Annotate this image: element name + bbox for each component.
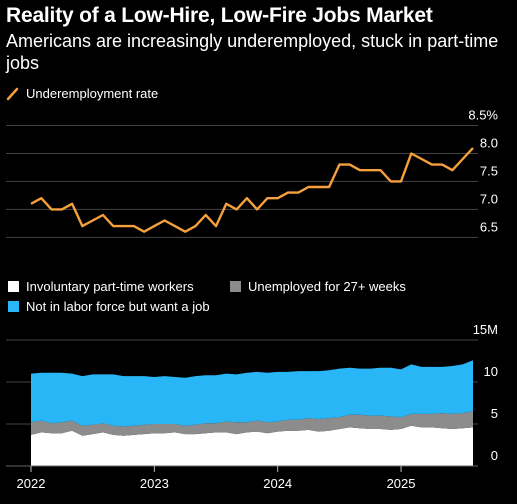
x-tick-label-2025: 2025 <box>387 476 416 491</box>
legend-swatch-underemployment <box>6 87 19 101</box>
legend-label-2: Not in labor force but want a job <box>26 299 210 314</box>
y-tick-label-top-7.0: 7.0 <box>480 191 498 206</box>
area-not-in-labor-force-but-want-a-job <box>31 360 473 427</box>
chart-title: Reality of a Low-Hire, Low-Fire Jobs Mar… <box>6 4 433 27</box>
chart-subtitle: Americans are increasingly underemployed… <box>6 31 499 73</box>
underemployment-line-chart: Underemployment rate 6.5 7.0 7.5 8.0 8.5% <box>6 86 498 238</box>
x-tick-label-2024: 2024 <box>263 476 292 491</box>
y-tick-label-top-6.5: 6.5 <box>480 219 498 234</box>
y-tick-label-bottom-0: 0 <box>491 448 498 463</box>
y-tick-label-bottom-10: 10 <box>484 364 498 379</box>
legend-label-1: Unemployed for 27+ weeks <box>248 279 406 294</box>
x-tick-label-2023: 2023 <box>140 476 169 491</box>
y-tick-label-top-8.0: 8.0 <box>480 135 498 150</box>
legend-swatch-2 <box>8 301 19 312</box>
underemployment-rate-line <box>30 147 474 233</box>
y-tick-label-bottom-15M: 15M <box>473 322 498 337</box>
legend-swatch-0 <box>8 281 19 292</box>
y-tick-label-top-8.5%: 8.5% <box>468 108 498 123</box>
legend-label-0: Involuntary part-time workers <box>26 279 194 294</box>
labor-stacked-area-chart: Involuntary part-time workers Unemployed … <box>6 279 498 491</box>
area-involuntary-part-time-workers <box>31 425 473 466</box>
area-unemployed-for-27-weeks <box>31 411 473 436</box>
y-tick-label-bottom-5: 5 <box>491 406 498 421</box>
legend-label-underemployment: Underemployment rate <box>26 86 158 101</box>
y-tick-label-top-7.5: 7.5 <box>480 163 498 178</box>
legend-swatch-1 <box>230 281 241 292</box>
x-tick-label-2022: 2022 <box>17 476 46 491</box>
